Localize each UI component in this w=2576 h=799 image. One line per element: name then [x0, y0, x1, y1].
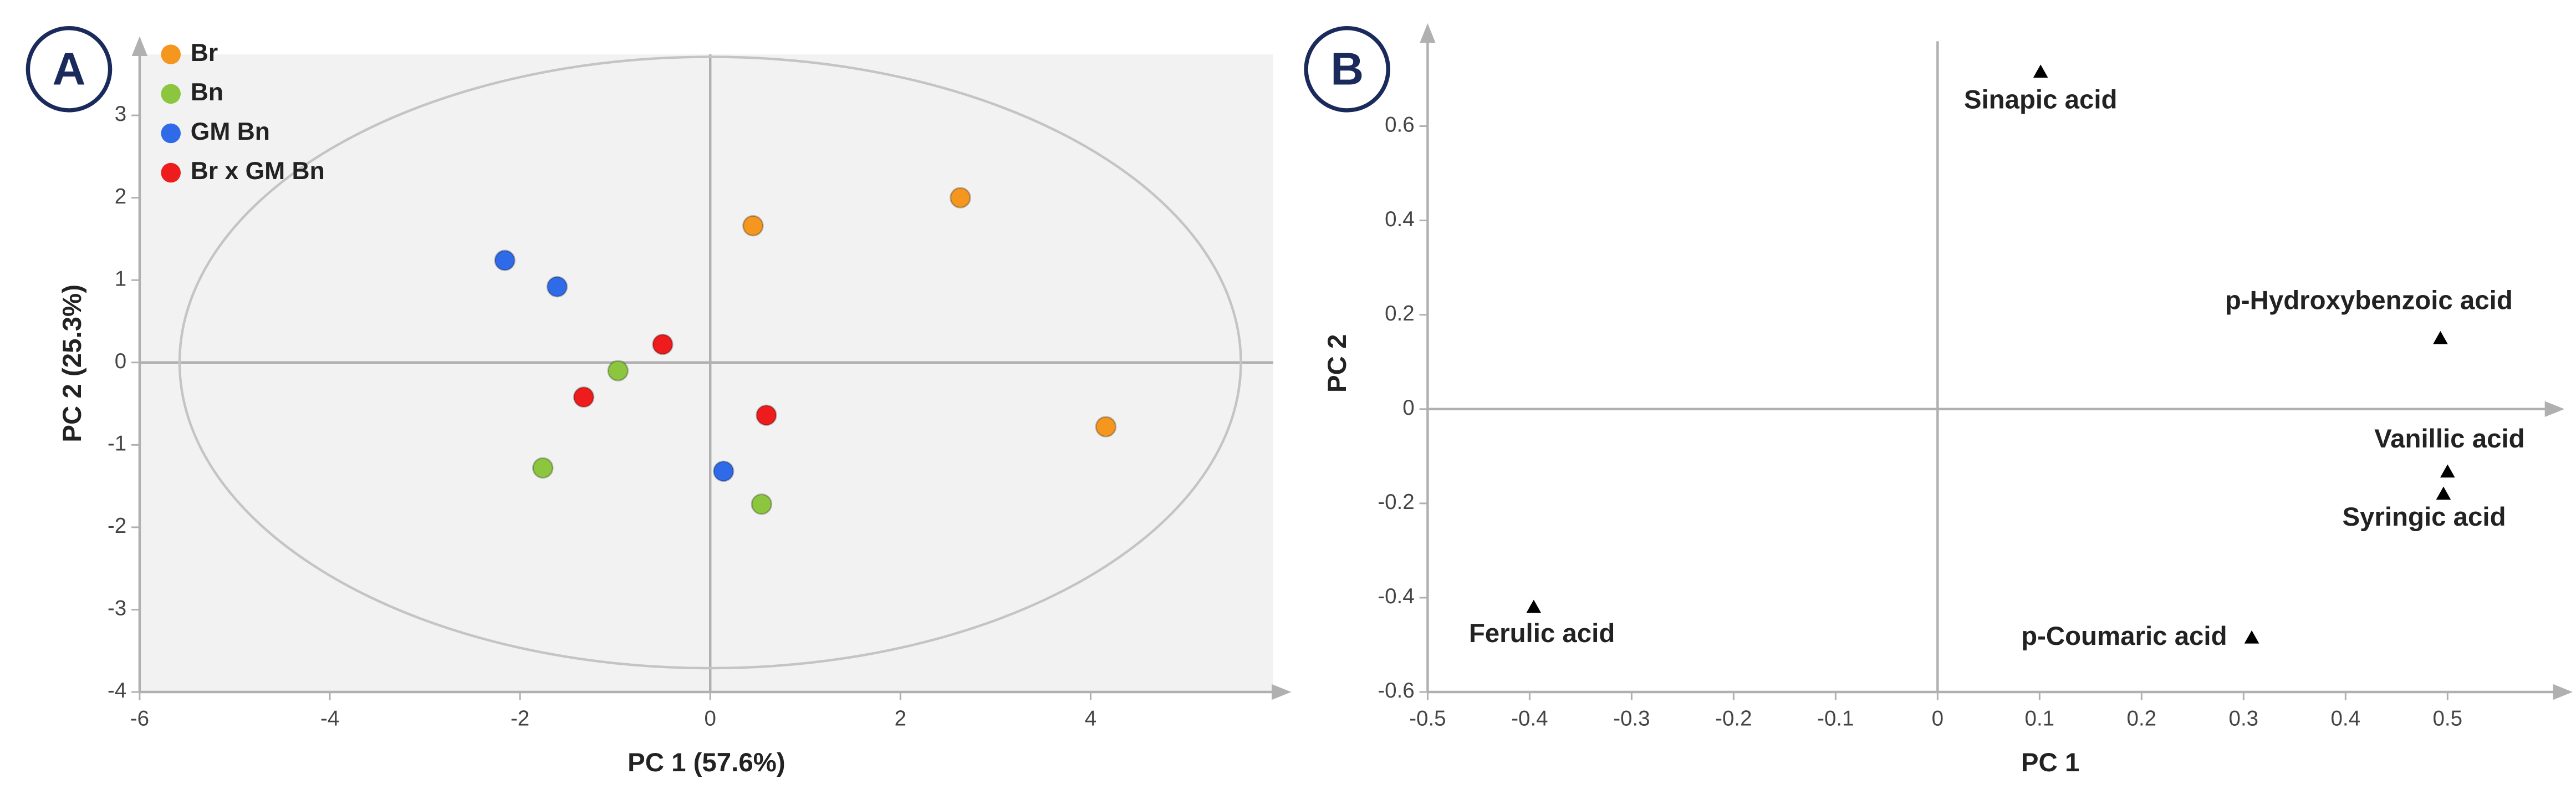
y-axis-label: PC 2 (25.3%): [58, 284, 87, 442]
point: [532, 457, 554, 479]
x-tick-label: 4: [1085, 707, 1096, 731]
point: [652, 333, 674, 355]
y-tick-label: -4: [108, 679, 126, 703]
point: [494, 250, 516, 271]
point: [2440, 464, 2455, 478]
y-tick-label: -0.2: [1378, 490, 1414, 514]
x-tick-label: 0: [705, 707, 716, 731]
point-label: Vanillic acid: [2374, 424, 2524, 454]
plot-background: [139, 54, 1273, 693]
point: [756, 404, 777, 426]
y-tick-label: -2: [108, 514, 126, 538]
point: [2436, 486, 2451, 500]
legend-label: GM Bn: [191, 118, 270, 145]
y-axis-label: PC 2: [1323, 334, 1352, 393]
point-label: Syringic acid: [2342, 502, 2506, 532]
x-axis-label: PC 1: [2021, 748, 2079, 777]
y-tick-label: -3: [108, 597, 126, 620]
y-tick-label: 0: [115, 349, 126, 373]
point-label: Ferulic acid: [1469, 619, 1615, 648]
x-tick-label: -4: [320, 707, 339, 731]
point: [751, 493, 773, 515]
plot-background: [1427, 41, 2555, 693]
y-tick-label: 0: [1402, 396, 1414, 420]
x-tick-label: 0: [1932, 707, 1944, 731]
y-tick-label: 0.4: [1385, 207, 1415, 231]
legend-marker: [161, 123, 181, 144]
y-tick-label: 1: [115, 267, 126, 291]
point: [573, 386, 595, 408]
x-tick-label: 2: [895, 707, 906, 731]
point: [950, 187, 971, 208]
y-tick-label: 3: [115, 102, 126, 126]
x-tick-label: -0.2: [1715, 707, 1752, 731]
point: [2433, 330, 2448, 344]
legend-marker: [161, 44, 181, 64]
y-tick-label: 2: [115, 185, 126, 208]
y-tick-label: -1: [108, 432, 126, 456]
point: [1526, 599, 1542, 613]
point: [1095, 416, 1117, 437]
point-label: p-Hydroxybenzoic acid: [2225, 286, 2513, 315]
legend-label: Bn: [191, 79, 223, 106]
confidence-ellipse: [178, 55, 1242, 670]
legend-marker: [161, 84, 181, 104]
point: [742, 215, 764, 237]
x-tick-label: -6: [130, 707, 149, 731]
point: [546, 276, 568, 298]
legend-label: Br: [191, 39, 218, 67]
x-axis-label: PC 1 (57.6%): [628, 748, 785, 777]
x-tick-label: 0.3: [2229, 707, 2259, 731]
x-tick-label: 0.5: [2433, 707, 2463, 731]
legend-marker: [161, 162, 181, 183]
point: [2033, 64, 2048, 78]
point-label: Sinapic acid: [1964, 85, 2118, 115]
x-tick-label: -0.1: [1817, 707, 1854, 731]
panel-label: A: [53, 43, 86, 95]
x-tick-label: 0.4: [2331, 707, 2361, 731]
panel-label: B: [1330, 43, 1364, 95]
x-tick-label: 0.1: [2025, 707, 2055, 731]
point: [2244, 630, 2259, 644]
x-tick-label: -2: [511, 707, 529, 731]
y-tick-label: 0.2: [1385, 302, 1415, 325]
point: [712, 460, 734, 482]
y-tick-label: -0.4: [1378, 584, 1414, 608]
y-tick-label: -0.6: [1378, 679, 1414, 703]
point: [607, 360, 629, 381]
point-label: p-Coumaric acid: [2021, 622, 2227, 651]
legend-label: Br x GM Bn: [191, 157, 325, 185]
x-tick-label: -0.5: [1409, 707, 1446, 731]
x-tick-label: -0.4: [1511, 707, 1548, 731]
y-tick-label: 0.6: [1385, 113, 1415, 137]
panel-badge: [25, 26, 113, 113]
x-tick-label: -0.3: [1613, 707, 1650, 731]
x-tick-label: 0.2: [2127, 707, 2157, 731]
panel-badge: [1304, 26, 1390, 113]
